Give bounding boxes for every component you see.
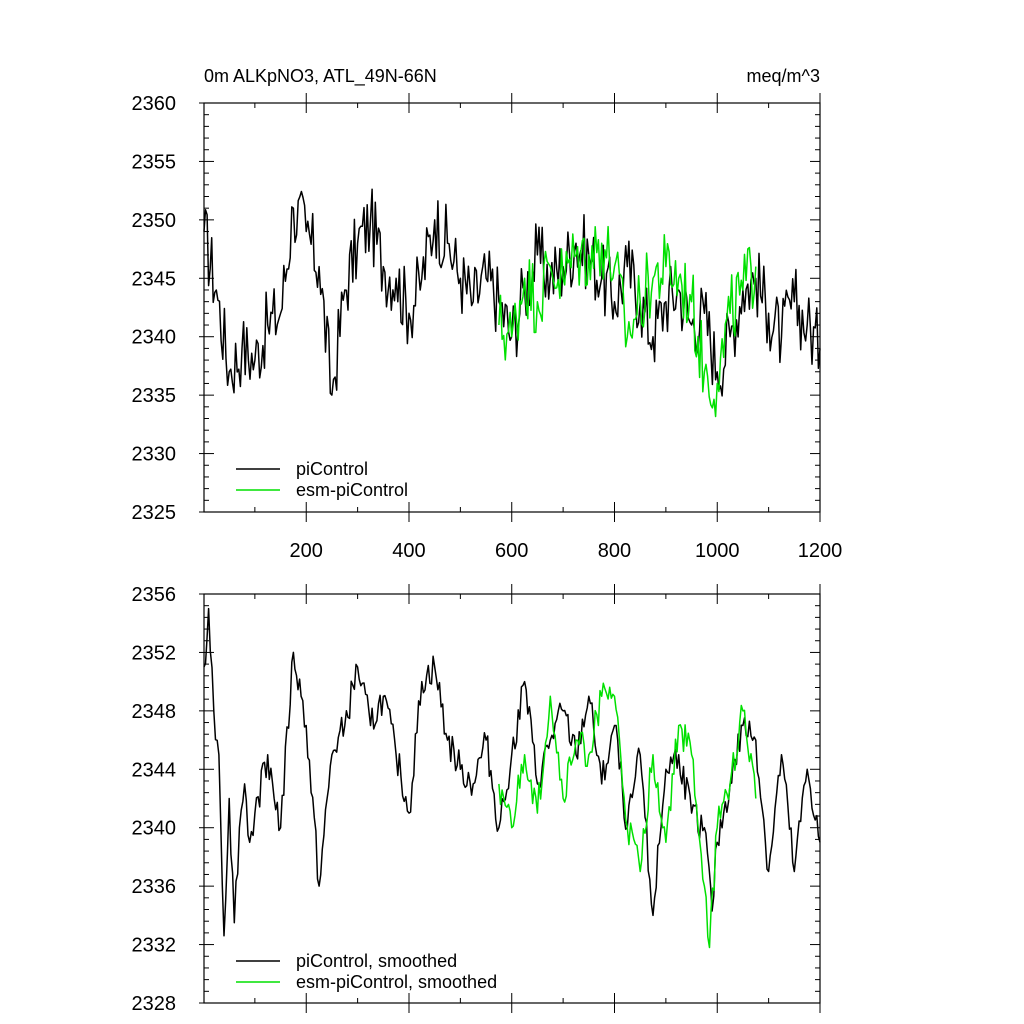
bottom-y-ticks: 2328 2332 2336 2340 2344 2348 2352 2356 xyxy=(132,584,820,1015)
top-panel: 0m ALKpNO3, ATL_49N-66N meq/m^3 2325 2330… xyxy=(132,66,843,562)
y-tick-label: 2345 xyxy=(132,268,177,290)
x-tick-label: 600 xyxy=(495,540,528,562)
y-tick-label: 2340 xyxy=(132,818,177,840)
y-tick-label: 2356 xyxy=(132,584,177,606)
y-tick-label: 2344 xyxy=(132,759,177,781)
y-tick-label: 2328 xyxy=(132,993,177,1015)
y-tick-label: 2348 xyxy=(132,701,177,723)
y-tick-label: 2360 xyxy=(132,93,177,115)
top-series xyxy=(203,188,821,418)
bottom-series xyxy=(203,607,821,949)
series-line-picontrol-smoothed xyxy=(203,607,821,937)
legend-label-esm-picontrol-smoothed: esm-piControl, smoothed xyxy=(296,972,497,992)
bottom-legend: piControl, smoothed esm-piControl, smoot… xyxy=(236,951,497,992)
legend-label-picontrol-smoothed: piControl, smoothed xyxy=(296,951,457,971)
x-tick-label: 1200 xyxy=(798,540,843,562)
x-tick-label: 1000 xyxy=(695,540,740,562)
x-tick-label: 800 xyxy=(598,540,631,562)
y-tick-label: 2335 xyxy=(132,385,177,407)
x-tick-label: 400 xyxy=(392,540,425,562)
series-line-esm-picontrol-smoothed xyxy=(498,682,757,949)
bottom-x-ticks xyxy=(254,584,821,1013)
top-legend: piControl esm-piControl xyxy=(236,459,408,500)
top-panel-title: 0m ALKpNO3, ATL_49N-66N xyxy=(204,66,437,87)
series-line-esm-picontrol xyxy=(498,225,757,418)
top-panel-units: meq/m^3 xyxy=(747,66,820,86)
y-tick-label: 2325 xyxy=(132,502,177,524)
top-x-ticks: 200 400 600 800 1000 1200 xyxy=(254,93,843,562)
y-tick-label: 2355 xyxy=(132,151,177,173)
y-tick-label: 2352 xyxy=(132,642,177,664)
y-tick-label: 2350 xyxy=(132,210,177,232)
legend-label-esm-picontrol: esm-piControl xyxy=(296,480,408,500)
x-tick-label: 200 xyxy=(290,540,323,562)
y-tick-label: 2330 xyxy=(132,444,177,466)
legend-label-picontrol: piControl xyxy=(296,459,368,479)
bottom-panel: 2328 2332 2336 2340 2344 2348 2352 2356 piContr… xyxy=(132,584,821,1015)
y-tick-label: 2332 xyxy=(132,935,177,957)
y-tick-label: 2336 xyxy=(132,876,177,898)
y-tick-label: 2340 xyxy=(132,327,177,349)
series-line-picontrol xyxy=(203,188,821,397)
top-y-ticks: 2325 2330 2335 2340 2345 2350 2355 2360 xyxy=(132,93,820,524)
